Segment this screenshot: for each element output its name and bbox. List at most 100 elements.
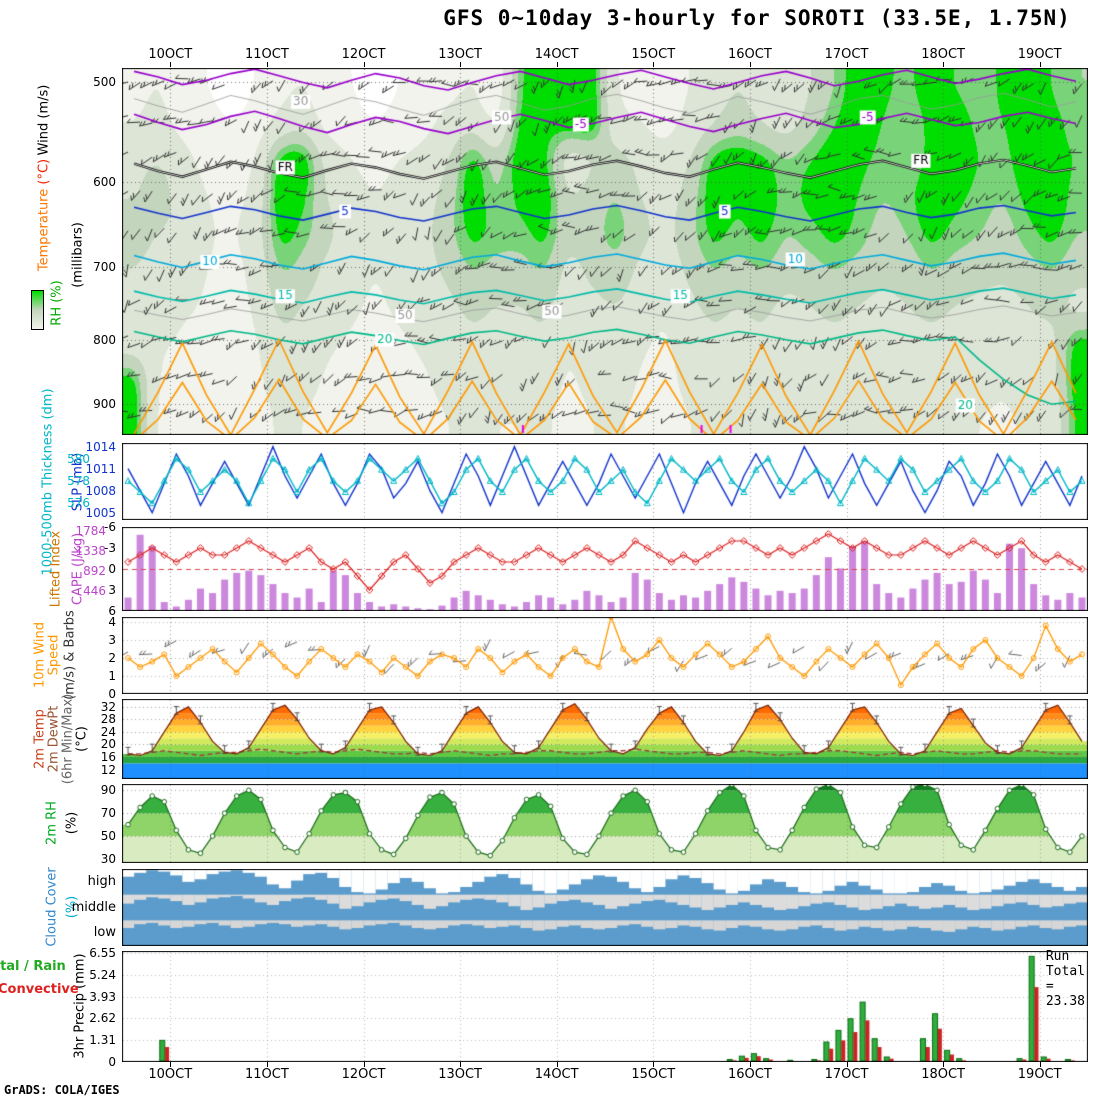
- y-tick-label: 3.93: [89, 989, 116, 1004]
- day-label-top: 11OCT: [244, 47, 289, 62]
- day-label-bottom: 12OCT: [341, 1067, 386, 1082]
- y-tick-label: 0: [108, 687, 116, 701]
- temp2m-canvas: [122, 699, 1088, 779]
- y-tick-label: 32: [100, 699, 116, 714]
- y-tick-label: 2.62: [89, 1011, 116, 1026]
- y-tick-label: 3: [108, 633, 116, 648]
- y-tick-label: 28: [100, 712, 116, 727]
- run-total-label: Run Total = 23.38: [1045, 949, 1085, 1009]
- y-tick-label: 1008: [85, 483, 116, 498]
- y-tick-label: 446: [83, 583, 106, 598]
- y-tick-label: 600: [93, 175, 116, 190]
- y-tick-label: 1338: [75, 543, 106, 558]
- bottom-axis-tick: [556, 1062, 558, 1067]
- y-tick-label: 1011: [85, 461, 116, 476]
- day-label-top: 15OCT: [631, 47, 676, 62]
- bottom-axis-tick: [749, 1062, 751, 1067]
- day-label-top: 14OCT: [534, 47, 579, 62]
- day-label-bottom: 17OCT: [824, 1067, 869, 1082]
- y-tick-label: 20: [100, 737, 116, 752]
- rh-color-legend: [31, 290, 44, 330]
- grads-credit: GrADS: COLA/IGES: [4, 1083, 120, 1097]
- bottom-axis-tick: [846, 1062, 848, 1067]
- y-tick-label: high: [87, 873, 116, 889]
- day-label-top: 16OCT: [727, 47, 772, 62]
- y-tick-label: 500: [93, 75, 116, 90]
- y-tick-label: -3: [104, 541, 116, 555]
- y-tick-label: 1.31: [89, 1033, 116, 1048]
- y-tick-label: -6: [104, 520, 116, 534]
- top-axis-tick: [1039, 62, 1041, 67]
- y-tick-label: 50: [100, 829, 116, 844]
- day-label-top: 13OCT: [438, 47, 482, 62]
- y-tick-label: 24: [100, 724, 116, 739]
- y-tick-label: 6: [108, 604, 116, 618]
- y-tick-label: 800: [93, 332, 116, 347]
- top-axis-tick: [556, 62, 558, 67]
- day-label-top: 12OCT: [341, 47, 386, 62]
- bottom-axis-tick: [363, 1062, 365, 1067]
- day-label-bottom: 10OCT: [148, 1067, 193, 1082]
- y-tick-label: 0: [108, 1055, 116, 1069]
- bottom-axis-tick: [266, 1062, 268, 1067]
- y-tick-label: 3: [108, 583, 116, 597]
- y-tick-label: 578: [67, 473, 90, 488]
- day-label-bottom: 14OCT: [534, 1067, 579, 1082]
- y-tick-label: 1005: [85, 505, 116, 520]
- y-tick-label: 4: [108, 615, 116, 630]
- precip-total-legend: Total / Rain: [0, 959, 66, 974]
- y-tick-label: 892: [83, 563, 106, 578]
- top-axis-tick: [943, 62, 945, 67]
- y-tick-label: 70: [100, 806, 116, 821]
- cloud-canvas: [122, 869, 1088, 946]
- y-tick-label: 2: [108, 651, 116, 666]
- day-label-bottom: 16OCT: [727, 1067, 772, 1082]
- day-label-bottom: 19OCT: [1017, 1067, 1062, 1082]
- bottom-axis-tick: [460, 1062, 462, 1067]
- slp-canvas: [122, 443, 1088, 520]
- bottom-axis-tick: [1039, 1062, 1041, 1067]
- top-axis-tick: [266, 62, 268, 67]
- temperature-label: Temperature: [36, 184, 52, 272]
- y-tick-label: low: [93, 925, 116, 941]
- top-axis-tick: [170, 62, 172, 67]
- precip-canvas: [122, 951, 1088, 1062]
- y-tick-label: middle: [71, 899, 116, 915]
- y-tick-label: 0: [108, 562, 116, 576]
- y-tick-label: 576: [67, 496, 90, 511]
- chart-title: GFS 0~10day 3-hourly for SOROTI (33.5E, …: [443, 6, 1071, 30]
- bottom-axis-tick: [653, 1062, 655, 1067]
- wind10m-canvas: [122, 617, 1088, 694]
- day-label-top: 10OCT: [148, 47, 193, 62]
- y-tick-label: 5.24: [89, 967, 116, 982]
- day-label-top: 19OCT: [1017, 47, 1062, 62]
- top-axis-tick: [653, 62, 655, 67]
- y-tick-label: 16: [100, 750, 116, 765]
- bottom-axis-tick: [943, 1062, 945, 1067]
- day-label-bottom: 11OCT: [244, 1067, 289, 1082]
- y-tick-label: 900: [93, 397, 116, 412]
- pressure-axis-label: (millibars): [70, 222, 86, 288]
- y-tick-label: 580: [67, 451, 90, 466]
- y-tick-label: 30: [100, 851, 116, 866]
- upper-air-canvas: [122, 68, 1088, 435]
- day-label-bottom: 15OCT: [631, 1067, 676, 1082]
- y-tick-label: 1: [108, 669, 116, 683]
- day-label-bottom: 18OCT: [921, 1067, 965, 1082]
- upper-wind-axis-label: Wind (m/s): [36, 84, 52, 156]
- top-axis-tick: [846, 62, 848, 67]
- cape-canvas: [122, 527, 1088, 611]
- y-tick-label: 6.55: [89, 945, 116, 960]
- y-tick-label: 700: [93, 259, 116, 274]
- y-tick-label: 1784: [75, 523, 106, 538]
- top-axis-tick: [460, 62, 462, 67]
- day-label-top: 18OCT: [921, 47, 965, 62]
- bottom-axis-tick: [170, 1062, 172, 1067]
- top-axis-tick: [749, 62, 751, 67]
- y-tick-label: 90: [100, 783, 116, 798]
- y-tick-label: 12: [100, 762, 116, 777]
- upper-rh-axis-label: RH (%): [49, 280, 65, 326]
- day-label-bottom: 13OCT: [438, 1067, 482, 1082]
- rh2m-canvas: [122, 784, 1088, 863]
